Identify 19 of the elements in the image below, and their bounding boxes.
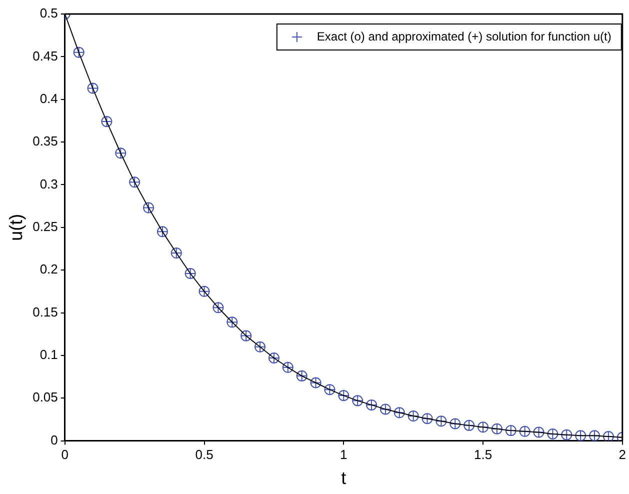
y-tick-label: 0.05 (32, 390, 58, 405)
x-tick-label: 0.5 (195, 447, 214, 462)
x-axis-title: t (341, 468, 346, 488)
y-tick-label: 0.2 (40, 262, 58, 277)
y-tick-label: 0.25 (32, 218, 58, 234)
y-tick-label: 0.35 (32, 134, 58, 149)
y-tick-label: 0.45 (32, 48, 58, 64)
x-tick-label: 1 (340, 447, 348, 462)
legend-label: Exact (o) and approximated (+) solution for function u(t) (316, 29, 612, 44)
y-axis-title: u(t) (6, 214, 26, 241)
x-tick-label: 0 (61, 447, 69, 462)
y-tick-label: 0.5 (40, 6, 58, 21)
x-tick-label: 2 (618, 447, 626, 462)
y-tick-label: 0.4 (40, 90, 58, 106)
y-tick-label: 0.15 (32, 304, 58, 320)
y-tick-label: 0 (50, 432, 58, 448)
x-tick-label: 1.5 (474, 447, 492, 462)
y-tick-label: 0.1 (40, 347, 58, 362)
y-tick-label: 0.3 (40, 176, 58, 192)
